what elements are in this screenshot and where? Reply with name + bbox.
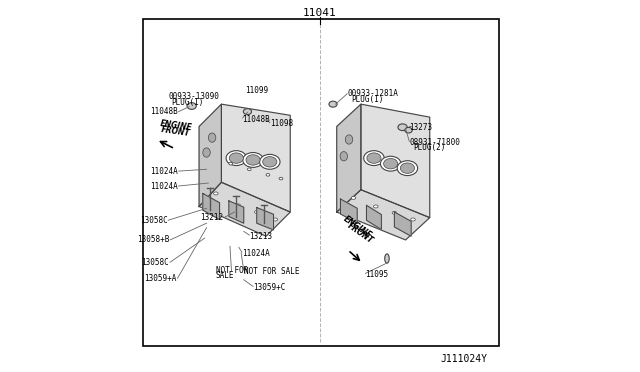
Text: J111024Y: J111024Y [440, 354, 488, 364]
Ellipse shape [405, 127, 412, 133]
Text: ENGINE: ENGINE [159, 119, 193, 133]
Ellipse shape [383, 158, 397, 169]
Text: 00933-1281A: 00933-1281A [347, 89, 398, 98]
Ellipse shape [340, 152, 348, 161]
Text: SALE: SALE [216, 271, 234, 280]
Ellipse shape [226, 151, 246, 166]
Text: 13058+B: 13058+B [137, 235, 170, 244]
Text: PLUG(2): PLUG(2) [413, 143, 445, 152]
Polygon shape [203, 193, 220, 219]
Ellipse shape [364, 151, 384, 166]
Text: 13058C: 13058C [141, 258, 170, 267]
Ellipse shape [229, 153, 243, 163]
Polygon shape [394, 212, 411, 236]
Text: PLUG(1): PLUG(1) [172, 98, 204, 107]
Ellipse shape [236, 204, 241, 207]
Text: 11048B: 11048B [150, 107, 178, 116]
Ellipse shape [243, 153, 263, 167]
Text: FRONT: FRONT [161, 125, 191, 138]
Ellipse shape [342, 201, 346, 204]
Ellipse shape [246, 155, 260, 165]
Ellipse shape [367, 153, 381, 163]
Ellipse shape [266, 173, 270, 176]
Ellipse shape [203, 148, 211, 157]
Ellipse shape [374, 205, 378, 208]
Ellipse shape [204, 196, 209, 199]
Text: 11024A: 11024A [150, 182, 178, 190]
Polygon shape [337, 190, 429, 240]
Text: 11095: 11095 [365, 270, 388, 279]
Ellipse shape [401, 163, 415, 173]
Text: 11099: 11099 [246, 86, 269, 94]
Text: 11041: 11041 [303, 8, 337, 18]
Text: NOT FOR SALE: NOT FOR SALE [244, 267, 300, 276]
Ellipse shape [255, 211, 259, 214]
Polygon shape [229, 201, 244, 223]
Text: 11098: 11098 [270, 119, 293, 128]
Text: 00933-13090: 00933-13090 [168, 92, 219, 101]
Ellipse shape [248, 168, 251, 170]
Ellipse shape [385, 254, 389, 263]
Text: 13212: 13212 [200, 213, 223, 222]
Ellipse shape [392, 211, 397, 214]
Polygon shape [221, 104, 291, 212]
Text: 11024A: 11024A [150, 167, 178, 176]
Text: 11048B: 11048B [243, 115, 270, 124]
Ellipse shape [397, 161, 418, 176]
Polygon shape [199, 104, 221, 206]
Text: 13273: 13273 [410, 123, 433, 132]
Ellipse shape [243, 109, 252, 115]
Text: 13058C: 13058C [140, 216, 168, 225]
Text: 08931-71800: 08931-71800 [410, 138, 460, 147]
Text: 13059+C: 13059+C [253, 283, 285, 292]
Ellipse shape [380, 156, 401, 171]
Ellipse shape [262, 157, 277, 167]
Ellipse shape [187, 103, 196, 109]
Text: NOT FOR: NOT FOR [216, 266, 248, 275]
Text: 13059+A: 13059+A [145, 274, 177, 283]
Ellipse shape [273, 218, 278, 221]
Ellipse shape [329, 101, 337, 107]
Ellipse shape [411, 218, 415, 221]
Ellipse shape [214, 192, 218, 195]
Polygon shape [361, 104, 429, 218]
Ellipse shape [260, 154, 280, 169]
Text: 13213: 13213 [250, 232, 273, 241]
Ellipse shape [229, 162, 232, 165]
Polygon shape [340, 199, 357, 223]
Text: ENGINE: ENGINE [342, 214, 373, 240]
Text: FRONT: FRONT [346, 221, 374, 246]
Polygon shape [367, 205, 381, 230]
Text: PLUG(1): PLUG(1) [351, 95, 384, 104]
Polygon shape [337, 104, 361, 212]
Ellipse shape [279, 177, 283, 180]
Ellipse shape [346, 135, 353, 144]
Text: 11024A: 11024A [242, 249, 269, 258]
Polygon shape [199, 182, 291, 236]
Ellipse shape [209, 133, 216, 142]
Ellipse shape [398, 124, 407, 131]
Ellipse shape [351, 196, 356, 199]
Bar [143, 19, 499, 346]
Polygon shape [257, 208, 273, 230]
